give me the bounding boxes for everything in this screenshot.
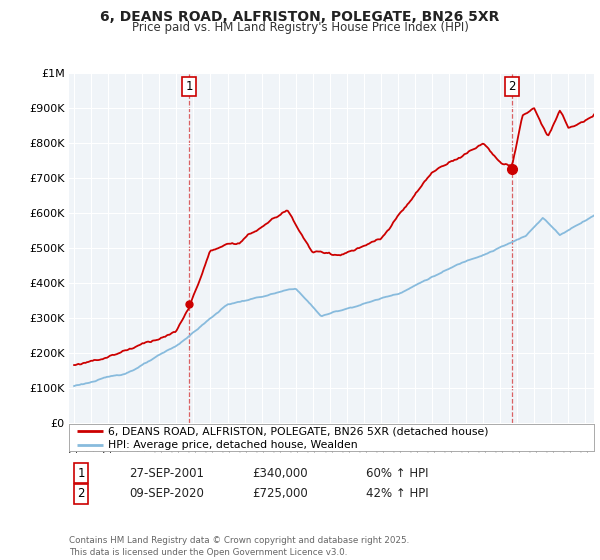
Text: Price paid vs. HM Land Registry's House Price Index (HPI): Price paid vs. HM Land Registry's House … [131,21,469,34]
Text: 6, DEANS ROAD, ALFRISTON, POLEGATE, BN26 5XR (detached house): 6, DEANS ROAD, ALFRISTON, POLEGATE, BN26… [109,427,489,436]
Text: 42% ↑ HPI: 42% ↑ HPI [366,487,428,501]
Text: 09-SEP-2020: 09-SEP-2020 [129,487,204,501]
Text: 2: 2 [508,80,516,94]
Text: Contains HM Land Registry data © Crown copyright and database right 2025.
This d: Contains HM Land Registry data © Crown c… [69,536,409,557]
Text: 6, DEANS ROAD, ALFRISTON, POLEGATE, BN26 5XR: 6, DEANS ROAD, ALFRISTON, POLEGATE, BN26… [100,10,500,24]
Text: HPI: Average price, detached house, Wealden: HPI: Average price, detached house, Weal… [109,440,358,450]
Text: 27-SEP-2001: 27-SEP-2001 [129,466,204,480]
Text: 2: 2 [77,487,85,501]
Text: 60% ↑ HPI: 60% ↑ HPI [366,466,428,480]
Text: £340,000: £340,000 [252,466,308,480]
Text: £725,000: £725,000 [252,487,308,501]
Text: 1: 1 [77,466,85,480]
Text: 1: 1 [185,80,193,94]
